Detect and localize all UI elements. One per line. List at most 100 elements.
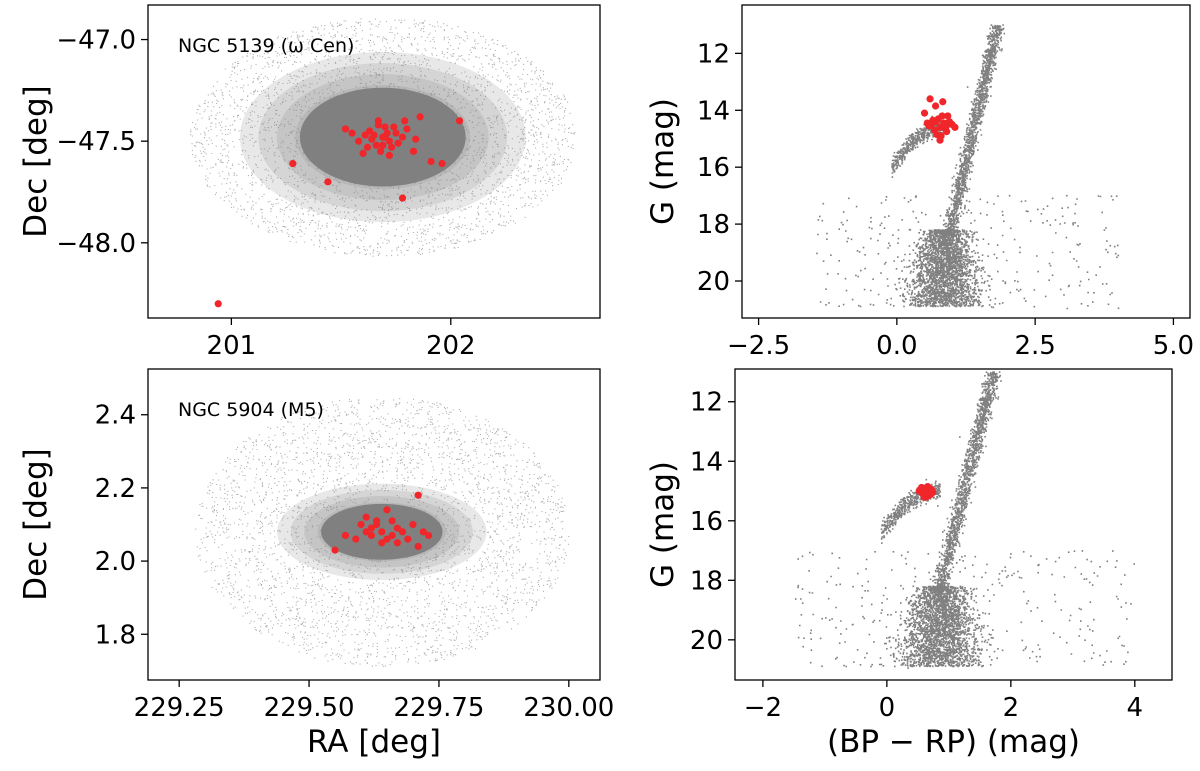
member-point — [357, 520, 365, 529]
member-point — [352, 535, 360, 543]
member-point — [931, 102, 940, 110]
y-axis-label: G (mag) — [645, 98, 681, 225]
member-point — [915, 487, 923, 495]
member-point — [939, 98, 947, 106]
member-point — [944, 112, 952, 120]
x-tick-label: 0 — [879, 693, 896, 723]
member-point — [398, 528, 407, 536]
member-series-panel-2 — [920, 95, 959, 144]
y-tick-label: 18 — [690, 566, 723, 596]
member-point — [385, 151, 393, 160]
x-tick-label: 230.00 — [523, 693, 614, 723]
member-point — [419, 528, 427, 536]
member-point — [388, 517, 396, 525]
member-point — [392, 129, 400, 137]
member-point — [383, 535, 391, 543]
y-tick-label: −48.0 — [56, 229, 136, 259]
y-tick-label: 20 — [690, 626, 723, 656]
x-tick-label: −2.5 — [727, 331, 790, 361]
member-point — [348, 129, 356, 137]
member-point — [341, 125, 350, 133]
member-point — [388, 531, 396, 540]
x-tick-label: 201 — [207, 331, 257, 361]
y-tick-label: 1.8 — [95, 620, 136, 650]
member-series-panel-3 — [331, 491, 433, 554]
member-point — [324, 178, 332, 186]
y-tick-label: −47.5 — [56, 127, 136, 157]
y-tick-label: 14 — [690, 447, 723, 477]
cmd-field-stars-panel-4 — [794, 371, 1135, 669]
member-point — [936, 136, 944, 144]
x-tick-label: 2 — [1003, 693, 1020, 723]
member-point — [381, 123, 389, 131]
member-point — [926, 490, 934, 499]
member-point — [929, 116, 937, 124]
member-point — [409, 520, 417, 529]
member-point — [427, 157, 435, 166]
member-point — [398, 194, 407, 202]
y-tick-label: 14 — [697, 96, 730, 126]
member-point — [923, 119, 931, 127]
cmd-points — [816, 24, 1120, 310]
x-tick-label: 5.0 — [1153, 331, 1194, 361]
member-point — [414, 542, 422, 551]
member-point — [387, 143, 396, 151]
member-point — [412, 135, 420, 143]
member-point — [404, 535, 412, 543]
member-point — [372, 141, 380, 149]
x-tick-label: −2 — [744, 693, 782, 723]
member-point — [381, 133, 389, 141]
x-axis-label: RA [deg] — [307, 724, 441, 760]
field-halo-points — [195, 398, 570, 667]
member-point — [367, 524, 376, 532]
member-point — [455, 117, 464, 125]
member-point — [214, 300, 222, 308]
member-point — [363, 143, 372, 151]
member-point — [378, 528, 386, 536]
y-tick-label: 16 — [697, 153, 730, 183]
member-point — [414, 491, 422, 499]
y-tick-label: 18 — [697, 210, 730, 240]
y-tick-label: 2.0 — [95, 547, 136, 577]
member-point — [361, 131, 369, 139]
member-point — [383, 506, 391, 514]
y-tick-label: −47.0 — [56, 26, 136, 56]
cmd-points — [794, 371, 1135, 669]
member-point — [920, 493, 928, 501]
member-point — [374, 117, 382, 125]
y-tick-label: 2.4 — [95, 401, 136, 431]
x-tick-label: 0.0 — [876, 331, 917, 361]
member-point — [403, 125, 411, 133]
y-tick-label: 12 — [690, 388, 723, 418]
axes-frame-panel-4 — [734, 368, 1173, 681]
member-point — [372, 517, 381, 525]
member-series-panel-4 — [915, 482, 937, 501]
x-tick-label: 4 — [1127, 693, 1144, 723]
x-axis-label: (BP − RP) (mag) — [827, 724, 1080, 760]
y-tick-label: 2.2 — [95, 474, 136, 504]
member-point — [362, 513, 370, 521]
member-point — [341, 531, 350, 540]
member-point — [401, 117, 409, 125]
axes-frames — [147, 4, 1191, 681]
x-tick-label: 229.25 — [134, 693, 225, 723]
axes-frame-panel-1 — [147, 4, 601, 319]
member-point — [409, 147, 418, 155]
y-tick-label: 12 — [697, 39, 730, 69]
member-point — [393, 539, 401, 547]
cluster-name-label: NGC 5139 (ω Cen) — [178, 35, 354, 57]
member-point — [438, 159, 446, 168]
member-point — [424, 531, 433, 540]
x-tick-label: 202 — [426, 331, 476, 361]
member-point — [924, 482, 932, 491]
cluster-name-label: NGC 5904 (M5) — [178, 399, 324, 421]
axes-frame-panel-3 — [147, 368, 601, 681]
member-point — [390, 123, 398, 131]
y-tick-label: 16 — [690, 507, 723, 537]
member-point — [926, 95, 934, 103]
member-point — [398, 133, 407, 141]
member-point — [378, 539, 386, 547]
member-point — [367, 531, 376, 540]
member-point — [359, 149, 367, 157]
